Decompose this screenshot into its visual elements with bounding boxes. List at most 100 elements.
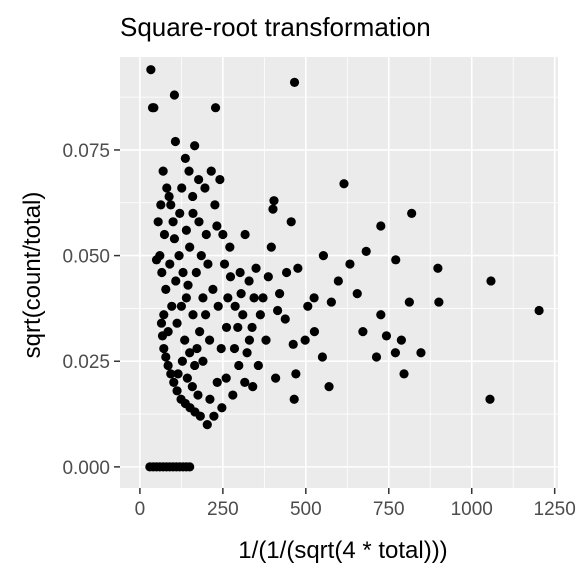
data-point: [170, 136, 181, 147]
x-tick-label: 1000: [451, 499, 493, 520]
y-tick-label: 0.050: [62, 247, 110, 268]
data-point: [210, 103, 221, 113]
data-point: [185, 242, 195, 252]
x-tick-label: 250: [207, 499, 239, 520]
data-point: [280, 314, 290, 324]
data-point: [180, 335, 190, 345]
data-point: [486, 276, 496, 286]
data-point: [156, 318, 167, 328]
data-point: [244, 335, 255, 345]
data-point: [291, 369, 301, 379]
x-tick-label: 1250: [534, 499, 576, 520]
data-point: [255, 310, 265, 320]
data-point: [268, 204, 278, 214]
data-point: [286, 217, 296, 227]
x-axis: 0 250 500 750 1000 1250: [135, 488, 576, 520]
data-point: [161, 352, 171, 362]
data-point: [434, 297, 444, 307]
data-point: [251, 263, 261, 273]
data-point: [223, 293, 233, 303]
data-point: [176, 301, 186, 311]
data-point: [190, 360, 200, 371]
data-point: [213, 301, 223, 311]
y-tick-label: 0.025: [62, 352, 110, 373]
data-point: [269, 196, 279, 206]
data-point: [192, 343, 202, 354]
data-point: [194, 217, 204, 227]
data-point: [289, 77, 300, 87]
data-point: [146, 65, 156, 75]
data-point: [184, 166, 194, 176]
data-point: [318, 250, 329, 261]
data-point: [309, 327, 320, 337]
data-point: [196, 250, 206, 261]
data-point: [159, 229, 170, 240]
data-point: [234, 360, 244, 371]
data-point: [158, 166, 168, 176]
data-point: [198, 293, 208, 303]
data-point: [289, 394, 299, 404]
data-point: [230, 301, 240, 311]
data-point: [173, 369, 183, 379]
data-point: [391, 255, 401, 265]
data-point: [229, 343, 240, 354]
data-point: [219, 259, 230, 269]
chart-title: Square-root transformation: [120, 12, 431, 42]
data-point: [181, 293, 191, 303]
data-point: [358, 327, 368, 337]
data-point: [339, 179, 349, 189]
x-tick-label: 0: [135, 499, 146, 520]
y-tick-label: 0.000: [62, 458, 110, 479]
x-axis-title: 1/(1/(sqrt(4 * total))): [238, 537, 447, 564]
data-point: [247, 322, 257, 333]
x-tick-label: 750: [373, 499, 405, 520]
data-point: [240, 377, 250, 387]
data-point: [407, 208, 417, 218]
data-point: [371, 352, 382, 362]
data-point: [416, 348, 426, 358]
data-point: [236, 289, 246, 299]
data-point: [221, 322, 232, 333]
data-point: [293, 263, 303, 273]
data-point: [204, 335, 215, 345]
data-point: [149, 103, 159, 113]
data-point: [288, 339, 298, 349]
data-point: [185, 348, 195, 358]
data-point: [206, 166, 216, 176]
data-point: [165, 259, 175, 269]
data-point: [485, 394, 495, 404]
data-point: [345, 259, 355, 269]
data-point: [233, 322, 243, 333]
data-point: [183, 280, 193, 290]
data-point: [195, 411, 205, 421]
data-point: [198, 356, 208, 366]
data-point: [161, 284, 171, 295]
data-point: [534, 305, 544, 316]
data-point: [188, 208, 198, 218]
data-point: [242, 348, 252, 358]
data-point: [253, 360, 263, 371]
data-point: [217, 403, 227, 413]
data-point: [235, 267, 245, 278]
data-point: [210, 200, 220, 210]
data-point: [244, 276, 254, 286]
data-point: [202, 420, 212, 430]
y-tick-label: 0.075: [62, 141, 110, 162]
data-point: [167, 301, 177, 311]
data-point: [180, 153, 190, 164]
data-point: [194, 174, 204, 185]
data-point: [261, 335, 271, 345]
data-point: [156, 200, 166, 210]
data-point: [175, 208, 185, 218]
data-point: [266, 242, 276, 252]
data-point: [258, 293, 268, 303]
data-point: [203, 259, 213, 269]
data-point: [201, 229, 211, 240]
data-point: [225, 272, 236, 282]
data-point: [187, 381, 197, 392]
data-point: [225, 242, 235, 252]
data-point: [404, 297, 414, 307]
data-point: [271, 373, 281, 383]
data-point: [200, 183, 210, 193]
data-point: [433, 263, 443, 273]
